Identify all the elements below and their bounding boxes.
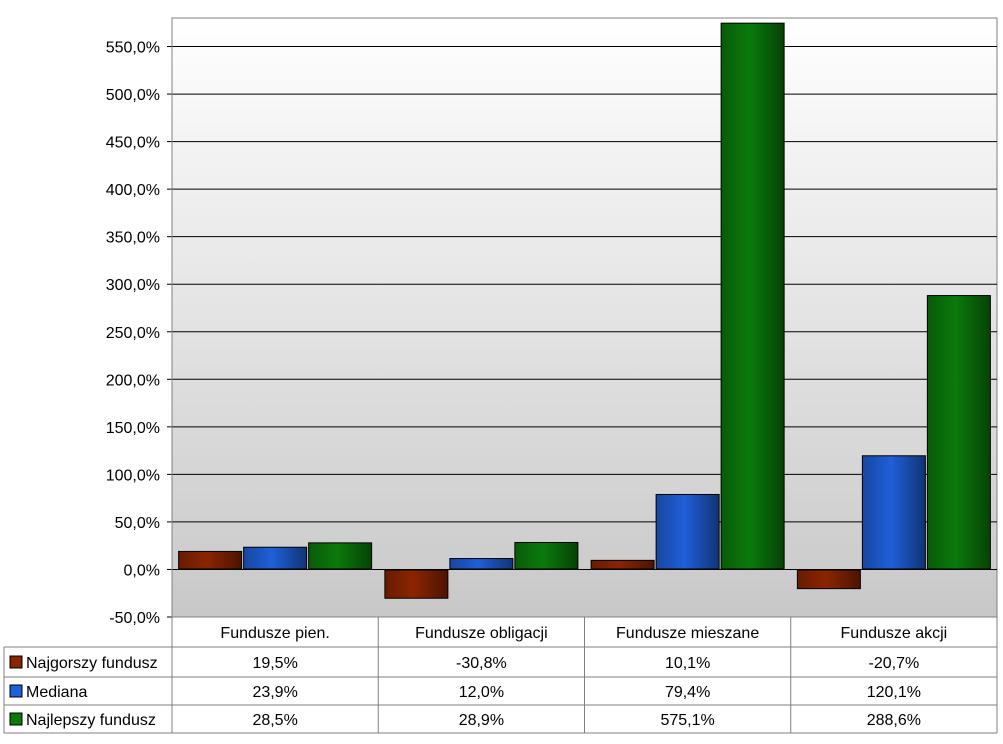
bar	[927, 296, 990, 569]
y-tick-label: 450,0%	[106, 135, 160, 152]
y-tick-label: 50,0%	[115, 515, 160, 532]
legend-swatch	[9, 712, 23, 726]
bar	[244, 547, 307, 569]
bar	[385, 570, 448, 598]
y-tick-label: 150,0%	[106, 420, 160, 437]
y-tick-label: 250,0%	[106, 325, 160, 342]
data-label: 19,5%	[252, 655, 297, 672]
y-tick-label: 0,0%	[124, 562, 160, 579]
data-label: 10,1%	[665, 655, 710, 672]
category-label: Fundusze akcji	[841, 625, 948, 642]
bar	[450, 559, 513, 569]
y-tick-label: 550,0%	[106, 40, 160, 57]
bar	[862, 456, 925, 569]
bar	[656, 494, 719, 569]
bar	[515, 542, 578, 569]
data-label: 575,1%	[660, 712, 714, 729]
bar	[309, 543, 372, 569]
legend-swatch	[9, 655, 23, 669]
data-label: -20,7%	[869, 655, 920, 672]
bar	[797, 570, 860, 589]
category-label: Fundusze obligacji	[415, 625, 548, 642]
legend-swatch	[9, 684, 23, 698]
category-label: Fundusze pien.	[220, 625, 329, 642]
data-label: 23,9%	[252, 684, 297, 701]
data-label: 288,6%	[867, 712, 921, 729]
category-label: Fundusze mieszane	[616, 625, 759, 642]
plot-area	[171, 17, 998, 618]
data-label: 120,1%	[867, 684, 921, 701]
y-tick-label: 500,0%	[106, 87, 160, 104]
bar	[721, 23, 784, 569]
y-tick-label: 100,0%	[106, 467, 160, 484]
bar	[591, 560, 654, 569]
data-label: -30,8%	[456, 655, 507, 672]
y-tick-label: 400,0%	[106, 182, 160, 199]
legend-label: Mediana	[26, 684, 87, 701]
y-tick-label: 300,0%	[106, 277, 160, 294]
data-label: 28,9%	[459, 712, 504, 729]
y-tick-label: 350,0%	[106, 230, 160, 247]
y-tick-label: 200,0%	[106, 372, 160, 389]
data-label: 12,0%	[459, 684, 504, 701]
legend-label: Najlepszy fundusz	[26, 712, 156, 729]
legend-label: Najgorszy fundusz	[26, 655, 158, 672]
data-label: 28,5%	[252, 712, 297, 729]
bar	[179, 551, 242, 569]
y-tick-label: -50,0%	[109, 610, 160, 627]
data-label: 79,4%	[665, 684, 710, 701]
